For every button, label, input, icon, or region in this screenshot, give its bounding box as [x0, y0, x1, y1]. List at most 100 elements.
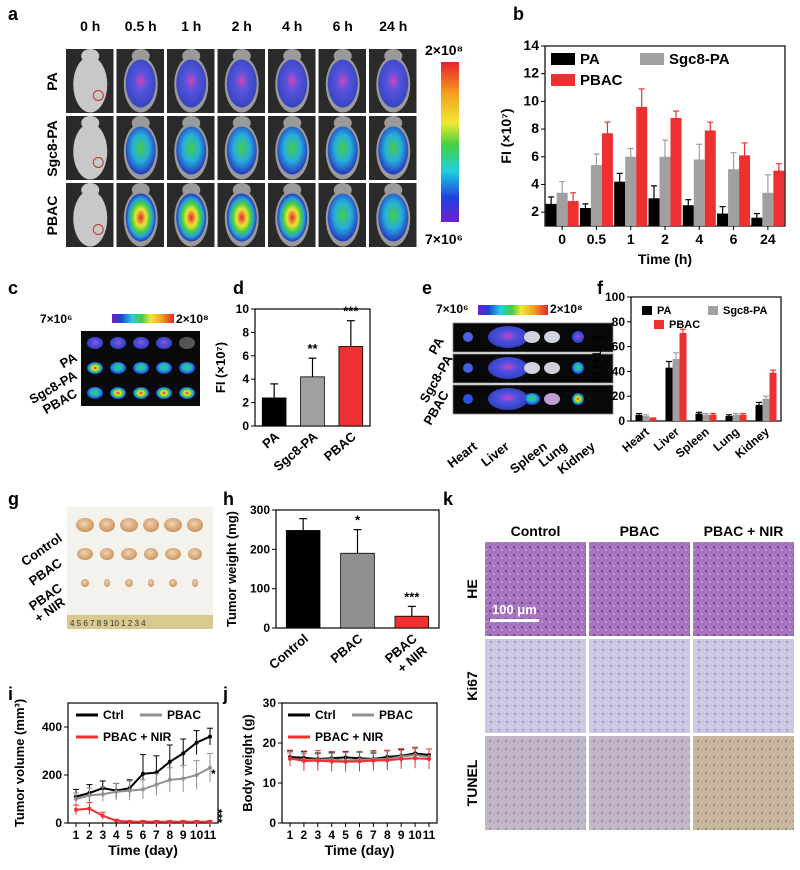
y-tick-label: 200 [42, 768, 62, 782]
tumor-image [179, 362, 195, 374]
legend-swatch [708, 306, 718, 315]
bar [695, 413, 703, 421]
mouse-head [131, 183, 150, 197]
bar [649, 418, 657, 421]
mouse-head [81, 116, 100, 130]
y-tick-label: 80 [612, 315, 626, 329]
data-point [181, 819, 186, 824]
legend-label: Sgc8-PA [723, 305, 767, 317]
bar [340, 552, 375, 629]
fluorescence-signal [176, 126, 207, 175]
panel-a-colorbar [441, 62, 459, 222]
x-tick-label: 10 [190, 828, 204, 842]
y-tick-label: 0 [55, 816, 62, 830]
significance: *** [211, 809, 225, 823]
data-point [114, 818, 119, 823]
bar [300, 376, 325, 427]
bar [704, 130, 716, 226]
panel-c-row-pa: PA [57, 349, 80, 371]
row-label: PA [44, 72, 60, 90]
bar [739, 155, 751, 226]
histology-row-label: HE [464, 579, 480, 598]
tumor-image [133, 387, 149, 399]
fluorescence-signal [176, 59, 207, 108]
bar [659, 156, 671, 226]
mouse-head [182, 116, 201, 130]
tumor-image [156, 387, 172, 399]
bar [769, 372, 777, 421]
y-tick-label: 10 [263, 776, 277, 790]
tumor-photo [99, 518, 115, 532]
tumor-marker [92, 224, 104, 235]
y-tick-label: 8 [531, 120, 539, 136]
data-point [114, 789, 119, 794]
panel-label-i: i [8, 684, 13, 704]
organ-image [524, 393, 540, 405]
panel-label-j: j [222, 684, 228, 704]
x-tick-label: 1 [73, 828, 80, 842]
x-tick-label: 10 [408, 828, 422, 842]
significance: *** [404, 589, 420, 604]
bar [773, 170, 785, 226]
fluorescence-signal [125, 126, 156, 175]
data-point [141, 787, 145, 792]
organ-image [488, 388, 528, 410]
panel-label-f: f [597, 278, 604, 298]
histology-image [693, 542, 794, 636]
x-tick-label: 3 [314, 828, 321, 842]
bar [338, 346, 364, 427]
x-axis-label: Time (day) [325, 842, 395, 858]
tumor-image [133, 362, 149, 374]
x-tick-label: 9 [398, 828, 405, 842]
mouse-head [283, 116, 302, 130]
significance: ** [307, 341, 318, 356]
data-point [315, 758, 320, 763]
mouse-head [81, 49, 100, 63]
organ-image [544, 362, 560, 374]
panel-e-scale-min: 7×10⁶ [436, 302, 469, 316]
x-tick-label: PBAC [321, 428, 359, 464]
data-point [141, 771, 145, 776]
x-tick-label: 7 [153, 828, 160, 842]
fluorescence-signal [226, 126, 257, 175]
fluorescence-signal [378, 126, 409, 175]
y-axis-label: Tumor volume (mm³) [12, 699, 27, 827]
data-point [208, 765, 212, 770]
data-point [74, 797, 78, 801]
organ-image [463, 363, 473, 373]
data-point [100, 813, 105, 818]
histology-image [693, 736, 794, 830]
mouse-head [81, 183, 100, 197]
chart-i: 0 200 400 Tumor volume (mm³) 1 2 3 4 5 6 7 8 9 10 11 Ti… [12, 699, 225, 858]
mouse-head [232, 116, 251, 130]
x-tick-label: 7 [370, 828, 377, 842]
panel-label-b: b [513, 4, 524, 24]
tumor-photo [100, 548, 114, 560]
organ-image [572, 393, 584, 405]
bar [394, 615, 430, 629]
tumor-photo [169, 579, 177, 587]
bar [556, 192, 568, 226]
panel-c-scale-min: 7×10⁶ [40, 312, 73, 326]
row-label: PBAC [44, 196, 60, 236]
y-tick-label: 0 [242, 419, 249, 433]
bar [728, 169, 740, 226]
legend-swatch [640, 53, 664, 65]
x-axis-label: Time (h) [638, 251, 692, 267]
bar [567, 201, 579, 226]
bar [762, 398, 770, 421]
bar [665, 367, 673, 421]
tumor-photo [120, 518, 138, 532]
panel-e-colorbar [478, 305, 548, 315]
mouse-head [333, 116, 352, 130]
histology-row-label: TUNEL [464, 759, 480, 806]
tumor-marker [92, 157, 104, 168]
y-tick-label: 2 [531, 203, 539, 219]
data-point [87, 793, 92, 798]
significance: * [211, 767, 216, 781]
fluorescence-signal [327, 193, 358, 242]
panel-label-c: c [8, 278, 18, 298]
mouse-head [131, 116, 150, 130]
legend-label: PBAC [669, 319, 700, 331]
